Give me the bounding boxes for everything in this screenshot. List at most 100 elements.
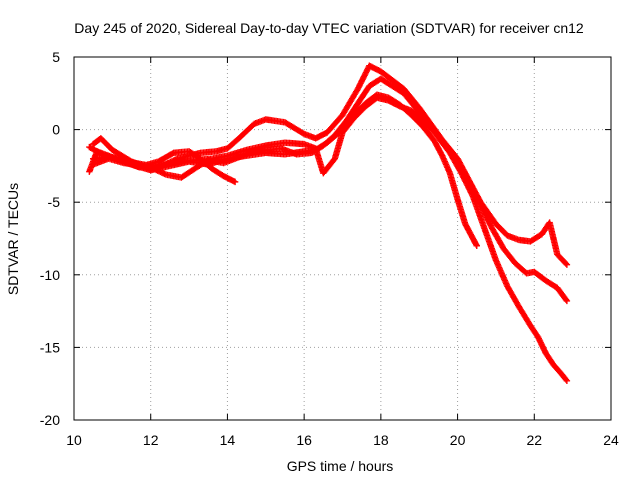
data-point — [220, 172, 227, 180]
series-marker — [562, 376, 570, 383]
data-point — [354, 100, 362, 107]
data-point — [500, 245, 507, 252]
data-point — [439, 152, 446, 159]
series-track-5 — [89, 148, 239, 186]
data-point — [557, 370, 565, 377]
data-point — [89, 155, 97, 162]
data-point — [300, 130, 308, 138]
data-point — [105, 155, 112, 162]
series-marker — [562, 296, 570, 303]
data-point — [446, 149, 454, 157]
data-point — [523, 270, 530, 277]
data-point — [162, 171, 170, 178]
plot-frame — [73, 56, 612, 421]
data-point — [488, 225, 496, 232]
data-point — [331, 132, 339, 139]
y-tick-label: 5 — [52, 49, 60, 65]
data-point — [396, 103, 404, 110]
data-point — [385, 97, 392, 104]
data-point — [212, 148, 220, 155]
x-axis-label: GPS time / hours — [287, 458, 394, 474]
data-point — [281, 139, 289, 146]
data-point — [262, 116, 269, 123]
data-point — [515, 236, 523, 244]
y-tick-label: -15 — [40, 339, 60, 355]
series-marker — [562, 260, 570, 267]
data-point — [377, 75, 385, 82]
data-point — [554, 284, 561, 292]
axis-ticks: 10 12 14 16 18 20 22 24 -20 -15 -10 -5 0 5 — [40, 49, 619, 448]
data-point — [504, 232, 511, 239]
data-point — [251, 120, 258, 127]
data-point — [538, 230, 546, 238]
data-point — [504, 283, 511, 290]
y-tick-label: -20 — [40, 412, 60, 428]
data-point — [231, 178, 239, 186]
data-point — [97, 135, 105, 142]
data-point — [178, 158, 185, 165]
data-point — [120, 159, 128, 167]
data-point — [554, 251, 561, 258]
data-point — [350, 114, 358, 122]
data-point — [86, 168, 93, 175]
data-point — [89, 161, 97, 168]
data-point — [400, 90, 408, 97]
x-tick-label: 14 — [220, 432, 236, 448]
data-point — [139, 162, 147, 170]
data-point — [431, 138, 438, 145]
data-point — [373, 94, 381, 101]
data-point — [377, 68, 385, 75]
data-point — [162, 161, 170, 168]
data-point — [208, 165, 216, 173]
data-point — [155, 158, 162, 165]
data-point — [469, 235, 477, 242]
data-point — [458, 169, 465, 177]
data-point — [534, 334, 542, 341]
y-tick-label: 0 — [52, 122, 60, 138]
data-point — [323, 129, 331, 136]
data-point — [339, 111, 346, 119]
data-point — [220, 159, 227, 167]
data-point — [277, 145, 285, 152]
data-point — [389, 77, 396, 84]
x-tick-label: 16 — [296, 432, 312, 448]
data-point — [197, 155, 204, 162]
data-point — [308, 149, 316, 157]
data-point — [354, 85, 362, 93]
data-point — [235, 135, 243, 142]
data-point — [563, 297, 571, 305]
data-point — [563, 261, 571, 268]
data-point — [416, 108, 423, 116]
data-point — [312, 135, 319, 142]
data-point — [389, 82, 396, 90]
data-point — [431, 129, 438, 136]
data-point — [481, 225, 488, 232]
data-point — [224, 152, 231, 159]
data-point — [542, 350, 549, 357]
data-point — [178, 174, 185, 181]
data-point — [515, 303, 523, 310]
data-point — [492, 257, 500, 264]
chart-title: Day 245 of 2020, Sidereal Day-to-day VTE… — [74, 20, 584, 36]
data-point — [320, 142, 327, 149]
data-point — [293, 151, 300, 158]
data-point — [563, 377, 571, 384]
data-point — [231, 155, 239, 162]
data-point — [446, 169, 454, 177]
series-track-2 — [89, 62, 571, 268]
data-point — [247, 149, 254, 157]
data-point — [511, 259, 519, 267]
data-point — [462, 220, 469, 228]
data-point — [527, 322, 534, 329]
data-point — [531, 268, 538, 276]
data-point — [527, 238, 534, 245]
data-series — [86, 62, 571, 384]
series-track-3 — [86, 94, 571, 305]
x-tick-label: 18 — [373, 432, 389, 448]
data-point — [193, 164, 200, 171]
data-point — [366, 62, 373, 69]
data-point — [362, 103, 369, 110]
data-point — [339, 129, 346, 136]
data-point — [542, 277, 549, 284]
